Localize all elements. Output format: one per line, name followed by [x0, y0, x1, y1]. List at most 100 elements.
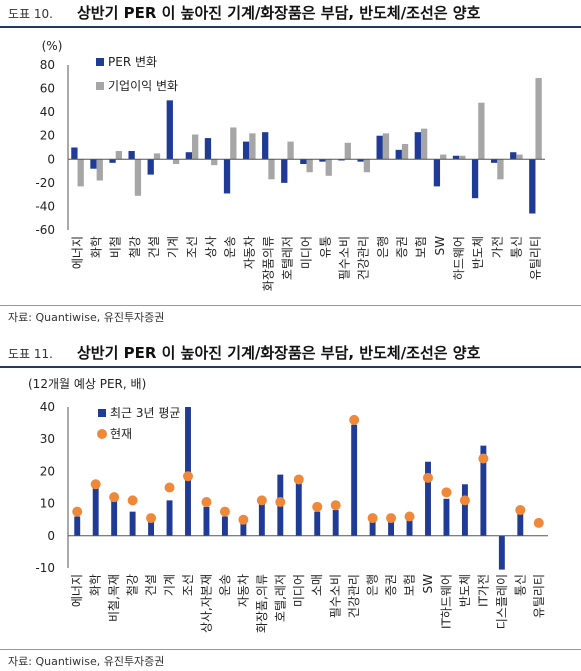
bar-per-change	[71, 147, 78, 160]
bar-3yr-average	[425, 461, 431, 536]
x-tick-label: 기계	[163, 574, 177, 596]
bar-3yr-average	[369, 521, 376, 536]
bar-3yr-average	[517, 513, 524, 536]
bar-3yr-average	[388, 521, 395, 536]
bar-3yr-average	[148, 514, 155, 536]
y-tick-label: 0	[47, 152, 55, 166]
bar-per-change	[529, 159, 536, 214]
dot-current-per	[330, 500, 341, 511]
x-tick-label: IT가전	[476, 574, 490, 607]
x-tick-label: 필수소비	[338, 236, 352, 280]
x-tick-label: 비철,목재	[107, 574, 121, 622]
bar-earnings-change	[192, 134, 199, 160]
x-tick-label: 은행	[375, 236, 390, 258]
dot-current-per	[515, 505, 526, 516]
y-tick-label: 80	[40, 58, 55, 72]
y-tick-label: -20	[35, 176, 55, 190]
x-tick-label: 에너지	[71, 236, 85, 269]
figure-11-source-divider	[0, 649, 581, 650]
x-tick-label: 필수소비	[329, 574, 343, 618]
x-tick-label: 자동차	[242, 236, 256, 269]
bar-earnings-change	[306, 159, 313, 173]
bar-earnings-change	[230, 127, 237, 160]
y-tick-label: 40	[40, 105, 55, 119]
bar-3yr-average	[295, 481, 302, 536]
y-axis-unit-label: (%)	[42, 39, 63, 53]
bar-3yr-average	[480, 445, 487, 536]
x-tick-label: 건설	[144, 574, 158, 596]
legend-swatch-per-change	[96, 58, 104, 66]
bar-per-change	[376, 135, 383, 160]
bar-earnings-change	[363, 159, 371, 173]
bar-3yr-average	[74, 516, 81, 536]
dot-current-per	[72, 506, 83, 517]
figure-10-source-divider	[0, 305, 581, 306]
bar-per-change	[471, 159, 479, 199]
bar-earnings-change	[440, 154, 447, 160]
bar-earnings-change	[287, 141, 294, 160]
y-tick-label: -10	[35, 561, 55, 575]
bar-earnings-change	[401, 143, 409, 160]
x-tick-label: 화학	[90, 236, 104, 258]
bar-earnings-change	[115, 151, 122, 160]
x-tick-label: 자동차	[236, 574, 250, 607]
x-tick-label: 화장품,의류	[255, 574, 269, 633]
bar-per-change	[491, 159, 498, 163]
bar-per-change	[128, 151, 135, 160]
x-tick-label: SW	[421, 574, 435, 594]
bar-3yr-average	[406, 518, 413, 536]
bar-3yr-average	[166, 500, 173, 536]
x-tick-label: 통신	[509, 236, 523, 258]
bar-earnings-change	[96, 159, 103, 181]
dot-current-per	[146, 513, 157, 524]
x-tick-label: 철강	[126, 574, 140, 596]
x-tick-label: 건강관리	[347, 574, 361, 618]
figure-11-number: 도표 11.	[8, 347, 53, 361]
bar-earnings-change	[172, 159, 180, 164]
legend-label-earnings-change: 기업이익 변화	[108, 79, 178, 93]
bar-earnings-change	[344, 142, 351, 160]
x-tick-label: 미디어	[300, 236, 314, 269]
bar-per-change	[319, 159, 326, 162]
dot-current-per	[256, 495, 267, 506]
x-tick-label: 보험	[414, 236, 428, 258]
bar-3yr-average	[498, 535, 505, 570]
bar-earnings-change	[478, 102, 485, 160]
dot-current-per	[293, 474, 304, 485]
dot-current-per	[459, 495, 470, 506]
bar-earnings-change	[459, 155, 466, 160]
dot-current-per	[423, 472, 433, 483]
chart-per-vs-earnings-change: (%) 80 60 40 20 0 -20 -40 -60 에너지 화학 비철 철강 건설 기계 조선 상사 운송…	[35, 39, 545, 291]
y-tick-label: 0	[47, 529, 55, 543]
y-tick-label: 20	[40, 129, 55, 143]
figure-10-source: 자료: Quantiwise, 유진투자증권	[8, 311, 165, 324]
dot-current-per	[219, 506, 230, 517]
x-tick-label: 상사,자본재	[199, 574, 213, 633]
bar-per-change	[147, 159, 154, 175]
y-tick-label: 40	[40, 400, 55, 414]
bar-per-change	[452, 155, 460, 160]
bar-3yr-average	[111, 500, 118, 536]
y-tick-label: 30	[40, 432, 55, 446]
bar-per-change	[338, 159, 345, 161]
bar-3yr-average	[258, 503, 265, 536]
x-tick-label: 운송	[218, 574, 232, 596]
figure-11-header: 도표 11. 상반기 PER 이 높아진 기계/화장품은 부담, 반도체/조선은…	[0, 340, 581, 368]
y-axis-unit-label: (12개월 예상 PER, 배)	[28, 377, 146, 391]
x-tick-label: 화학	[89, 574, 103, 596]
x-tick-label: SW	[433, 236, 447, 256]
dot-current-per	[238, 514, 249, 525]
y-tick-label: -40	[35, 199, 55, 213]
bar-earnings-change	[535, 77, 542, 160]
x-tick-label: 미디어	[292, 574, 306, 607]
bar-earnings-change	[268, 159, 275, 180]
y-tick-label: -60	[35, 223, 55, 237]
x-tick-label: 호텔레저	[280, 236, 294, 280]
figure-10-header: 도표 10. 상반기 PER 이 높아진 기계/화장품은 부담, 반도체/조선은…	[0, 0, 581, 28]
bar-per-change	[300, 159, 307, 164]
bar-3yr-average	[443, 498, 450, 536]
y-tick-label: 20	[40, 464, 55, 478]
bar-3yr-average	[461, 484, 468, 536]
bar-per-change	[223, 159, 231, 194]
x-tick-label: 화장품의류	[261, 236, 275, 291]
